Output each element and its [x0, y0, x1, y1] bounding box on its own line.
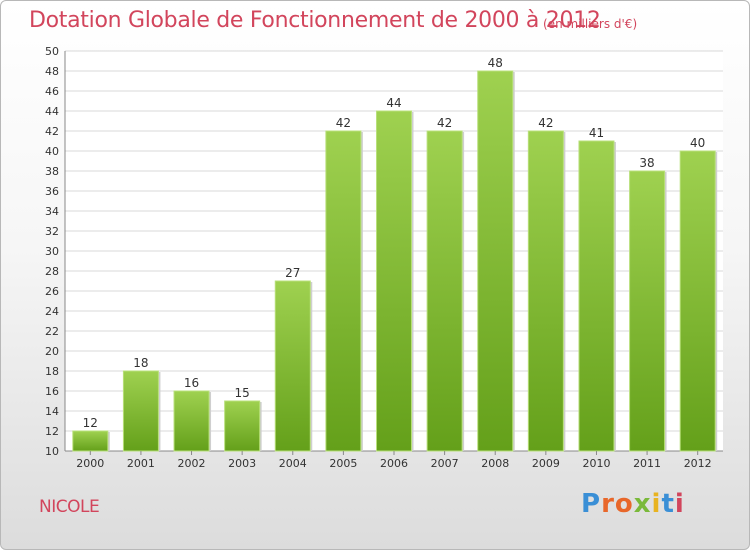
y-tick-label: 20 — [45, 345, 59, 358]
chart-subtitle: (en milliers d'€) — [543, 17, 638, 31]
logo-letter: i — [674, 489, 685, 519]
bar-value-label: 42 — [538, 116, 553, 130]
bar — [224, 400, 261, 452]
y-tick-label: 42 — [45, 125, 59, 138]
x-tick-label: 2001 — [127, 457, 155, 470]
bar-value-label: 15 — [235, 386, 250, 400]
logo-letter: o — [614, 489, 634, 519]
x-tick-label: 2002 — [178, 457, 206, 470]
x-tick-label: 2010 — [582, 457, 610, 470]
y-tick-label: 36 — [45, 185, 59, 198]
bar — [629, 170, 666, 452]
bar — [679, 150, 716, 452]
bar-value-label: 18 — [133, 356, 148, 370]
y-tick-label: 16 — [45, 385, 59, 398]
x-tick-label: 2008 — [481, 457, 509, 470]
y-tick-label: 24 — [45, 305, 59, 318]
logo-letter: t — [661, 489, 675, 519]
bar — [72, 430, 109, 452]
bar — [376, 110, 412, 452]
y-tick-label: 38 — [45, 165, 59, 178]
bar — [578, 140, 615, 452]
bar — [477, 70, 514, 452]
x-tick-label: 2011 — [633, 457, 661, 470]
commune-name: NICOLE — [39, 497, 100, 517]
x-tick-label: 2007 — [431, 457, 459, 470]
bar-value-label: 42 — [336, 116, 351, 130]
logo-letter: x — [633, 489, 652, 519]
bar — [122, 370, 159, 452]
bar-value-label: 12 — [83, 416, 98, 430]
y-tick-label: 12 — [45, 425, 59, 438]
y-tick-label: 40 — [45, 145, 59, 158]
x-tick-label: 2006 — [380, 457, 408, 470]
bar — [173, 390, 210, 452]
bar — [426, 130, 463, 452]
y-tick-label: 34 — [45, 205, 59, 218]
bar-value-label: 42 — [437, 116, 452, 130]
y-tick-label: 44 — [45, 105, 59, 118]
y-tick-label: 26 — [45, 285, 59, 298]
bar-value-label: 16 — [184, 376, 199, 390]
y-tick-label: 14 — [45, 405, 59, 418]
logo-letter: P — [581, 489, 602, 519]
logo-letter: i — [651, 489, 662, 519]
bar — [325, 130, 362, 452]
y-tick-label: 30 — [45, 245, 59, 258]
bar-value-label: 27 — [285, 266, 300, 280]
y-tick-label: 48 — [45, 65, 59, 78]
bar-value-label: 41 — [589, 126, 604, 140]
proxiti-logo: Proxiti — [581, 489, 685, 519]
bar — [274, 280, 311, 452]
x-tick-label: 2003 — [228, 457, 256, 470]
bar-value-label: 44 — [386, 96, 401, 110]
bar-value-label: 48 — [488, 56, 503, 70]
chart-title: Dotation Globale de Fonctionnement de 20… — [29, 8, 601, 33]
y-tick-label: 18 — [45, 365, 59, 378]
y-tick-label: 32 — [45, 225, 59, 238]
bar-value-label: 40 — [690, 136, 705, 150]
y-tick-label: 10 — [45, 445, 59, 458]
x-tick-label: 2004 — [279, 457, 307, 470]
y-tick-label: 46 — [45, 85, 59, 98]
y-tick-label: 28 — [45, 265, 59, 278]
y-tick-label: 50 — [45, 45, 59, 58]
bar-value-label: 38 — [639, 156, 654, 170]
x-tick-label: 2009 — [532, 457, 560, 470]
logo-letter: r — [601, 489, 615, 519]
bar — [527, 130, 564, 452]
x-tick-label: 2000 — [76, 457, 104, 470]
y-tick-label: 22 — [45, 325, 59, 338]
x-tick-label: 2012 — [684, 457, 712, 470]
x-tick-label: 2005 — [329, 457, 357, 470]
